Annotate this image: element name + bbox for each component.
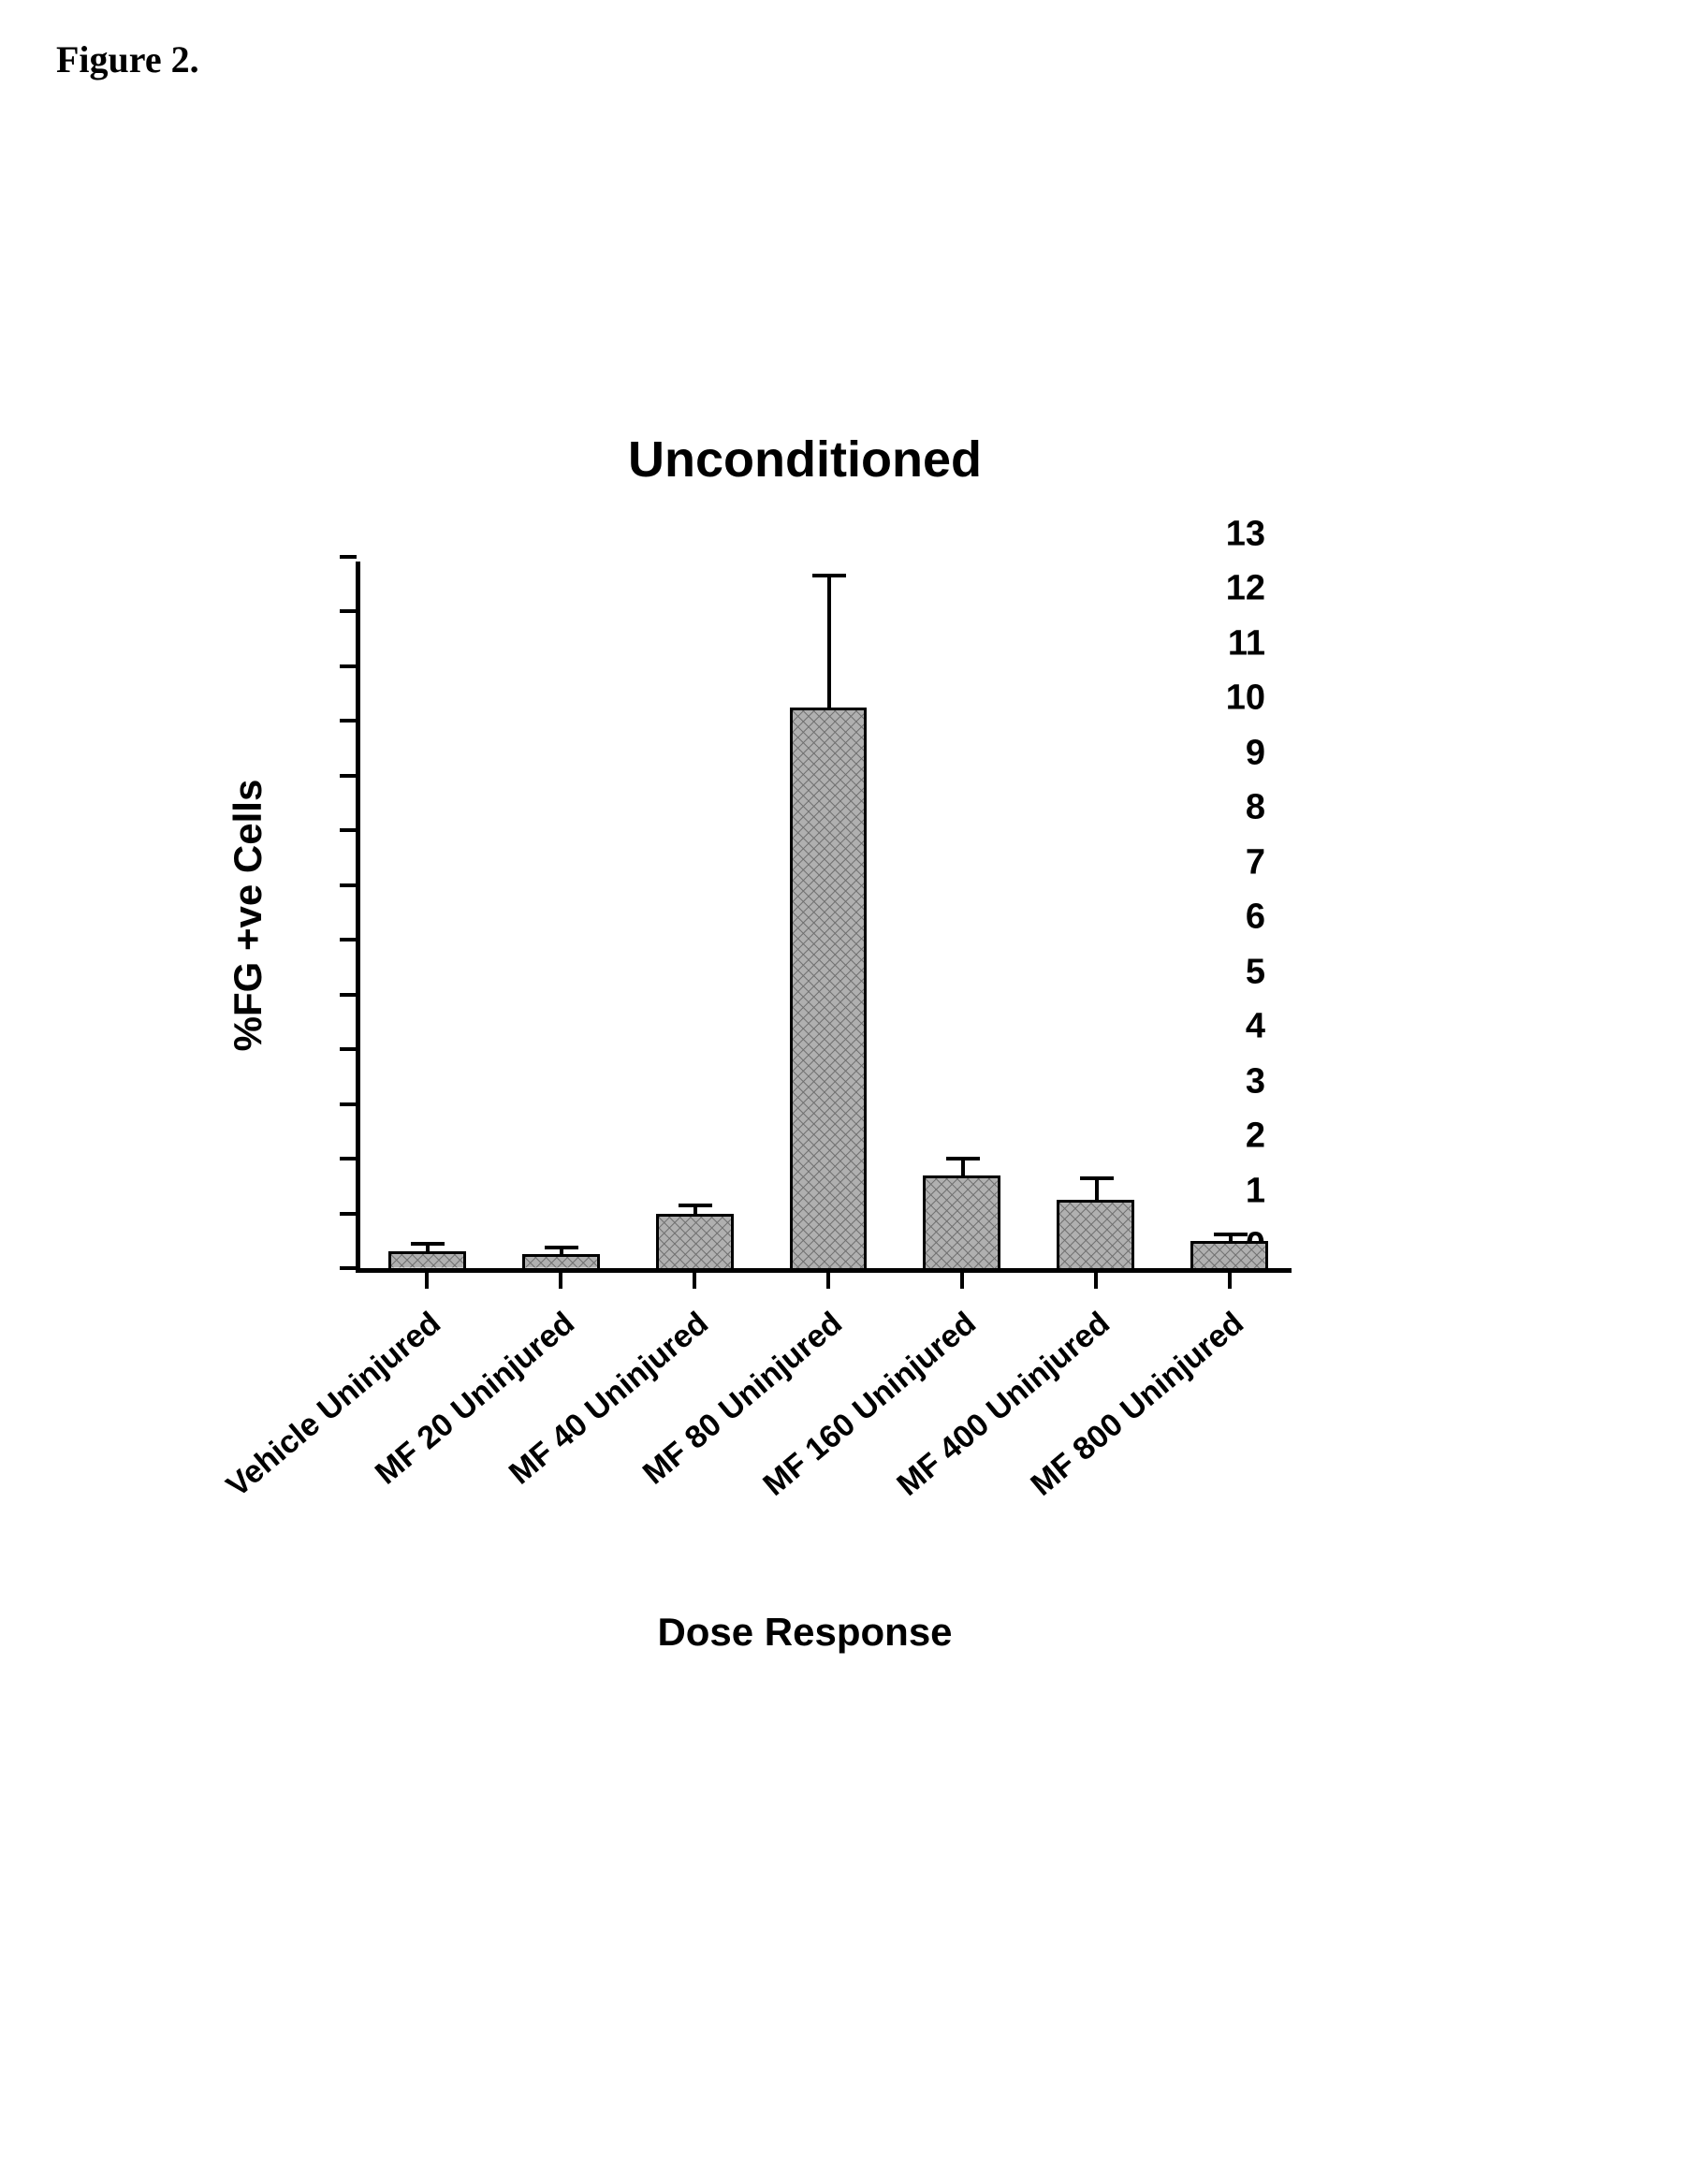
y-tick — [340, 1157, 357, 1160]
y-tick-label: 10 — [1226, 679, 1265, 719]
x-tick — [1228, 1272, 1232, 1289]
x-tick — [693, 1272, 696, 1289]
y-tick — [340, 1266, 357, 1270]
y-axis-label: %FG +ve Cells — [226, 779, 270, 1051]
y-tick — [340, 1212, 357, 1216]
bar — [790, 708, 868, 1268]
x-tick — [559, 1272, 562, 1289]
y-tick-label: 4 — [1246, 1007, 1265, 1047]
y-tick-label: 9 — [1246, 733, 1265, 773]
x-tick — [425, 1272, 429, 1289]
y-tick-label: 13 — [1226, 515, 1265, 555]
x-category-label: MF 800 Uninjured — [962, 1306, 1251, 1556]
y-tick — [340, 828, 357, 832]
y-tick — [340, 1102, 357, 1106]
bar — [1057, 1200, 1134, 1268]
y-tick-label: 1 — [1246, 1171, 1265, 1211]
y-tick — [340, 938, 357, 942]
y-tick-label: 3 — [1246, 1061, 1265, 1102]
y-tick — [340, 1047, 357, 1051]
y-tick — [340, 555, 357, 559]
y-tick-label: 8 — [1246, 788, 1265, 828]
x-tick — [960, 1272, 964, 1289]
bar — [1190, 1241, 1268, 1268]
bar — [522, 1254, 600, 1268]
page: Figure 2. Unconditioned %FG +ve Cells 01… — [0, 0, 1708, 2175]
y-tick — [340, 664, 357, 668]
bar — [388, 1251, 466, 1268]
y-tick-label: 12 — [1226, 569, 1265, 609]
y-tick-label: 11 — [1228, 623, 1265, 664]
plot-area: %FG +ve Cells 012345678910111213Vehicle … — [356, 562, 1292, 1273]
y-tick-label: 6 — [1246, 898, 1265, 938]
y-tick-label: 7 — [1246, 842, 1265, 883]
x-axis-title: Dose Response — [197, 1610, 1413, 1655]
y-tick — [340, 883, 357, 887]
y-tick — [340, 609, 357, 613]
y-tick — [340, 993, 357, 997]
chart-title: Unconditioned — [197, 431, 1413, 489]
chart-container: Unconditioned %FG +ve Cells 012345678910… — [197, 505, 1413, 1909]
bar — [656, 1214, 734, 1268]
x-tick — [826, 1272, 830, 1289]
y-tick — [340, 719, 357, 723]
y-tick — [340, 774, 357, 778]
bar — [923, 1175, 1000, 1268]
figure-label: Figure 2. — [56, 37, 199, 81]
y-tick-label: 2 — [1246, 1117, 1265, 1157]
x-tick — [1094, 1272, 1098, 1289]
y-tick-label: 5 — [1246, 952, 1265, 992]
